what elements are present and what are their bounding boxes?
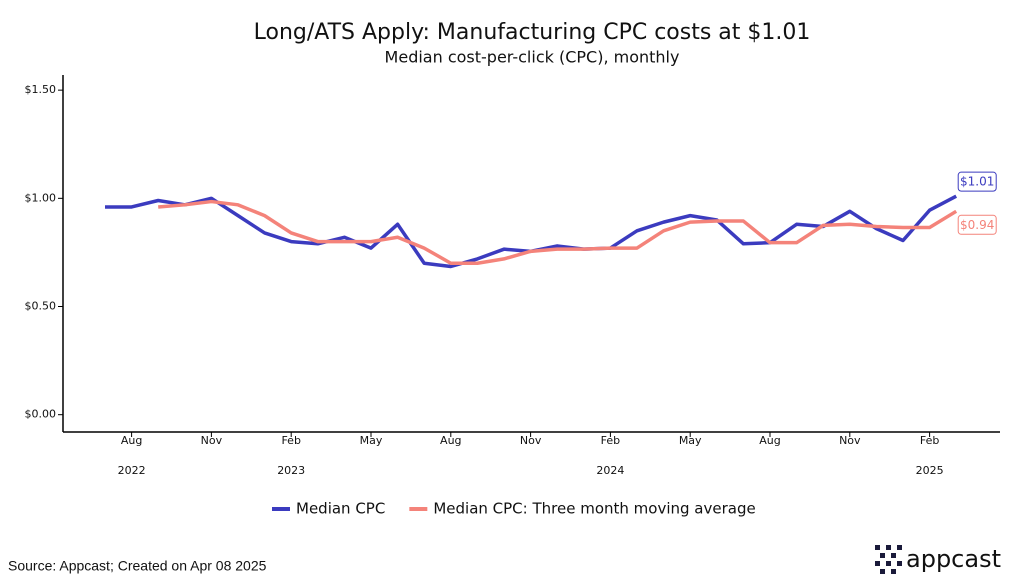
- end-label: $1.01: [960, 175, 994, 189]
- x-tick-label: Feb: [920, 434, 939, 447]
- x-tick-label: Nov: [201, 434, 223, 447]
- logo-icon: [875, 545, 902, 574]
- chart-subtitle: Median cost-per-click (CPC), monthly: [385, 48, 680, 67]
- x-tick-label: Aug: [759, 434, 780, 447]
- x-tick-label: Nov: [839, 434, 861, 447]
- end-label-box: [957, 214, 997, 235]
- x-tick-label: Aug: [121, 434, 142, 447]
- series-line: [158, 199, 958, 265]
- x-year-label: 2024: [596, 464, 624, 477]
- x-year-label: 2022: [118, 464, 146, 477]
- x-tick-label: May: [360, 434, 383, 447]
- y-tick-label: $1.50: [25, 83, 57, 96]
- end-label: $0.94: [960, 218, 994, 232]
- y-tick-label: $1.00: [25, 191, 57, 204]
- y-tick-label: $0.00: [25, 408, 57, 421]
- x-tick-label: Aug: [440, 434, 461, 447]
- x-year-label: 2023: [277, 464, 305, 477]
- logo: appcast: [906, 545, 1001, 573]
- x-tick-label: Feb: [281, 434, 300, 447]
- x-tick-label: May: [679, 434, 702, 447]
- source-note: Source: Appcast; Created on Apr 08 2025: [8, 558, 267, 574]
- legend-label: Median CPC: Three month moving average: [433, 500, 755, 518]
- legend-label: Median CPC: [296, 500, 385, 518]
- chart-title: Long/ATS Apply: Manufacturing CPC costs …: [254, 20, 811, 45]
- x-year-label: 2025: [916, 464, 944, 477]
- x-tick-label: Nov: [520, 434, 542, 447]
- x-tick-label: Feb: [601, 434, 620, 447]
- end-label-box: [957, 171, 997, 192]
- y-tick-label: $0.50: [25, 300, 57, 313]
